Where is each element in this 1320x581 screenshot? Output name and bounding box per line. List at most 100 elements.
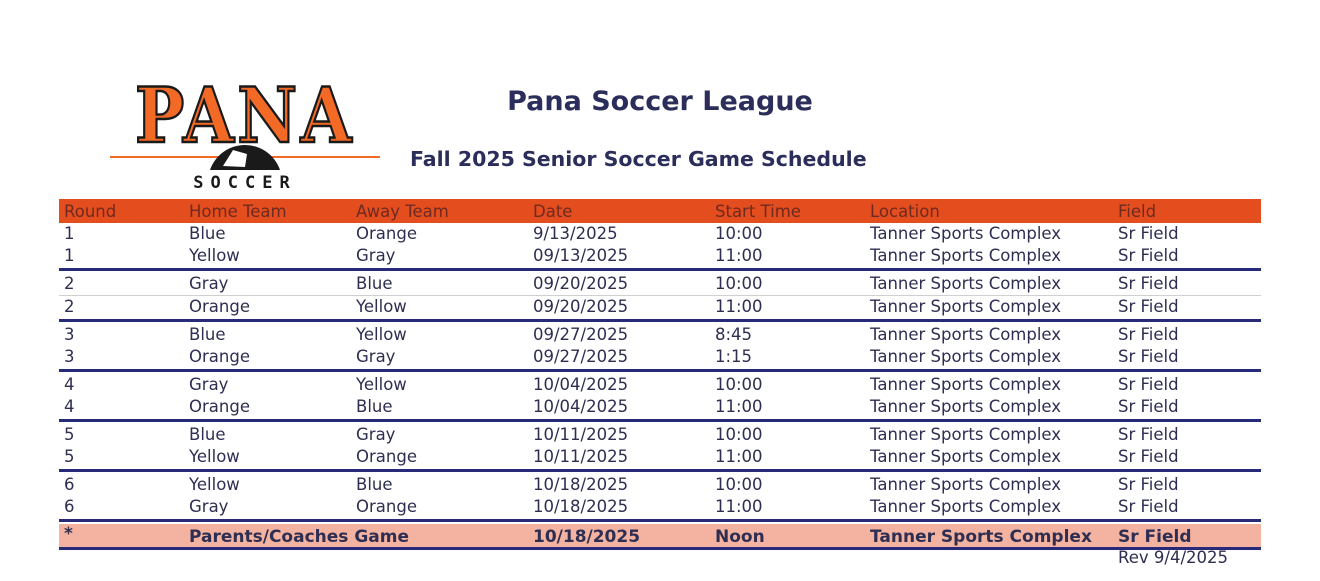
table-cell: Blue <box>189 325 226 344</box>
table-cell: 10/11/2025 <box>533 425 629 444</box>
table-cell: Gray <box>189 497 229 516</box>
round-separator <box>59 268 1261 271</box>
table-cell: 09/20/2025 <box>533 274 629 293</box>
table-cell: 10:00 <box>715 274 763 293</box>
table-cell: 8:45 <box>715 325 753 344</box>
table-cell: 10:00 <box>715 425 763 444</box>
table-header-row: Round Home Team Away Team Date Start Time Loc… <box>59 199 1261 223</box>
table-cell: Orange <box>189 347 250 366</box>
table-cell: 10:00 <box>715 224 763 243</box>
table-cell: 10/04/2025 <box>533 375 629 394</box>
table-cell: 11:00 <box>715 246 763 265</box>
table-cell: Tanner Sports Complex <box>870 447 1062 466</box>
table-cell: Blue <box>356 274 393 293</box>
table-cell: 10:00 <box>715 375 763 394</box>
column-header: Round <box>64 202 117 221</box>
svg-text:PANA: PANA <box>135 71 355 160</box>
table-row: 5 Yellow Orange 10/11/2025 11:00 Tanner Sport… <box>59 446 1261 468</box>
table-cell: 10/04/2025 <box>533 397 629 416</box>
table-cell: 10/18/2025 <box>533 475 629 494</box>
table-row: 6 Yellow Blue 10/18/2025 10:00 Tanner Sports … <box>59 474 1261 496</box>
table-cell: 11:00 <box>715 397 763 416</box>
table-cell: 11:00 <box>715 447 763 466</box>
table-cell: Sr Field <box>1118 447 1179 466</box>
table-row: 1 Yellow Gray 09/13/2025 11:00 Tanner Sports … <box>59 245 1261 267</box>
table-cell: 1 <box>64 246 75 265</box>
table-cell: Gray <box>356 246 396 265</box>
table-cell: 3 <box>64 325 75 344</box>
table-cell: Gray <box>356 425 396 444</box>
table-cell: 5 <box>64 425 75 444</box>
table-row: 2 Orange Yellow 09/20/2025 11:00 Tanner Sport… <box>59 296 1261 318</box>
table-cell: Sr Field <box>1118 397 1179 416</box>
table-cell: 9/13/2025 <box>533 224 618 243</box>
svg-text:SOCCER: SOCCER <box>193 173 296 193</box>
table-cell: 10/18/2025 <box>533 497 629 516</box>
special-location: Tanner Sports Complex <box>870 527 1092 547</box>
table-cell: Gray <box>356 347 396 366</box>
table-cell: Blue <box>356 397 393 416</box>
table-row: 4 Orange Blue 10/04/2025 11:00 Tanner Sports … <box>59 396 1261 418</box>
round-separator <box>59 519 1261 522</box>
table-cell: Tanner Sports Complex <box>870 375 1062 394</box>
table-cell: Orange <box>189 397 250 416</box>
special-date: 10/18/2025 <box>533 527 641 547</box>
row-divider <box>59 295 1261 296</box>
column-header: Home Team <box>189 202 287 221</box>
table-cell: Sr Field <box>1118 274 1179 293</box>
table-cell: Yellow <box>356 375 407 394</box>
table-cell: Sr Field <box>1118 347 1179 366</box>
table-cell: 09/20/2025 <box>533 297 629 316</box>
table-cell: 09/27/2025 <box>533 325 629 344</box>
page-title: Pana Soccer League <box>507 86 813 117</box>
table-row: 4 Gray Yellow 10/04/2025 10:00 Tanner Sports … <box>59 374 1261 396</box>
special-round: * <box>64 524 73 544</box>
table-cell: Sr Field <box>1118 475 1179 494</box>
table-cell: Tanner Sports Complex <box>870 347 1062 366</box>
table-cell: Sr Field <box>1118 425 1179 444</box>
table-cell: Yellow <box>189 447 240 466</box>
table-row: 5 Blue Gray 10/11/2025 10:00 Tanner Sports Co… <box>59 424 1261 446</box>
table-cell: Yellow <box>189 475 240 494</box>
table-cell: 11:00 <box>715 297 763 316</box>
table-cell: 6 <box>64 475 75 494</box>
table-cell: Orange <box>356 497 417 516</box>
table-cell: 1:15 <box>715 347 753 366</box>
table-cell: 4 <box>64 397 75 416</box>
table-cell: 2 <box>64 274 75 293</box>
table-cell: Blue <box>189 425 226 444</box>
table-cell: Yellow <box>356 325 407 344</box>
special-time: Noon <box>715 527 765 547</box>
table-cell: Orange <box>356 447 417 466</box>
table-row: 3 Orange Gray 09/27/2025 1:15 Tanner Sports C… <box>59 346 1261 368</box>
table-row: 3 Blue Yellow 09/27/2025 8:45 Tanner Sports C… <box>59 324 1261 346</box>
page-subtitle: Fall 2025 Senior Soccer Game Schedule <box>410 147 867 171</box>
pana-soccer-logo: PANA SOCCER <box>110 70 380 193</box>
table-cell: Sr Field <box>1118 224 1179 243</box>
table-row: 1 Blue Orange 9/13/2025 10:00 Tanner Sports C… <box>59 223 1261 245</box>
round-separator <box>59 419 1261 422</box>
table-cell: Tanner Sports Complex <box>870 425 1062 444</box>
table-cell: Sr Field <box>1118 375 1179 394</box>
schedule-table: Round Home Team Away Team Date Start Time Loc… <box>59 199 1261 550</box>
table-cell: Tanner Sports Complex <box>870 475 1062 494</box>
column-header: Field <box>1118 202 1157 221</box>
table-cell: 2 <box>64 297 75 316</box>
table-cell: Blue <box>189 224 226 243</box>
table-row: 2 Gray Blue 09/20/2025 10:00 Tanner Sports Co… <box>59 273 1261 295</box>
table-cell: Sr Field <box>1118 325 1179 344</box>
table-cell: 3 <box>64 347 75 366</box>
column-header: Away Team <box>356 202 449 221</box>
table-cell: 5 <box>64 447 75 466</box>
column-header: Start Time <box>715 202 801 221</box>
special-event: Parents/Coaches Game <box>189 527 409 547</box>
table-cell: Sr Field <box>1118 246 1179 265</box>
table-cell: Tanner Sports Complex <box>870 224 1062 243</box>
round-separator <box>59 369 1261 372</box>
table-cell: Gray <box>189 274 229 293</box>
table-cell: 6 <box>64 497 75 516</box>
table-cell: Gray <box>189 375 229 394</box>
round-separator <box>59 319 1261 322</box>
round-separator <box>59 469 1261 472</box>
table-cell: Yellow <box>189 246 240 265</box>
